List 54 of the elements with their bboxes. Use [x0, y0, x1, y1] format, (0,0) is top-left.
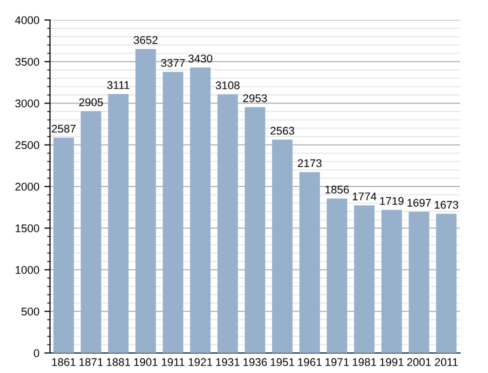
y-tick-label: 1500: [16, 224, 40, 232]
x-tick-label: 1911: [162, 358, 184, 366]
y-tick-label: 2000: [15, 182, 40, 191]
bar: [272, 140, 293, 353]
data-label: 3377: [161, 59, 185, 67]
x-tick-label: 1971: [325, 358, 349, 366]
data-label: 1856: [325, 186, 349, 194]
bar: [135, 48, 156, 353]
x-tick-label: 1961: [298, 358, 322, 366]
bar: [381, 210, 402, 353]
x-tick-label: 2001: [407, 358, 431, 366]
x-tick-label: 1936: [243, 358, 267, 366]
data-label: 3652: [134, 36, 158, 44]
x-tick-label: 1871: [79, 358, 103, 366]
data-label: 1697: [407, 198, 431, 207]
y-tick-label: 500: [21, 308, 40, 316]
bar: [299, 172, 320, 353]
bar: [436, 214, 457, 353]
bar: [354, 205, 375, 353]
y-tick-label: 4000: [15, 16, 40, 24]
data-label: 1673: [434, 200, 458, 209]
data-label: 3111: [107, 81, 130, 90]
data-label: 1774: [352, 192, 376, 200]
data-label: 2587: [52, 124, 76, 133]
y-tick-label: 1000: [16, 266, 40, 274]
x-tick-label: 1901: [134, 358, 158, 366]
x-tick-label: 1991: [380, 358, 404, 366]
data-label: 2173: [298, 159, 322, 168]
x-tick-label: 1921: [188, 358, 212, 366]
x-tick-label: 1951: [270, 358, 294, 366]
bar: [190, 67, 211, 353]
bar: [108, 94, 129, 353]
x-tick-label: 2011: [434, 358, 458, 366]
bar: [80, 111, 102, 353]
x-tick-label: 1931: [216, 358, 240, 366]
data-label: 2905: [79, 98, 103, 106]
x-tick-label: 1861: [52, 358, 76, 366]
bar: [162, 72, 184, 353]
data-label: 2563: [270, 126, 294, 135]
x-tick-label: 1881: [106, 358, 130, 366]
data-label: 2953: [243, 94, 267, 102]
bar: [408, 212, 430, 353]
y-tick-label: 3000: [15, 100, 40, 108]
x-tick-label: 1981: [352, 358, 376, 366]
bar: [217, 94, 238, 353]
y-tick-label: 3500: [15, 58, 40, 66]
data-label: 3108: [216, 81, 240, 90]
y-tick-label: 2500: [15, 141, 40, 150]
bar: [326, 198, 348, 353]
data-label: 3430: [188, 54, 212, 62]
y-tick-label: 0: [34, 349, 40, 358]
bar: [244, 107, 266, 353]
bar: [53, 138, 74, 353]
data-label: 1719: [380, 197, 404, 205]
